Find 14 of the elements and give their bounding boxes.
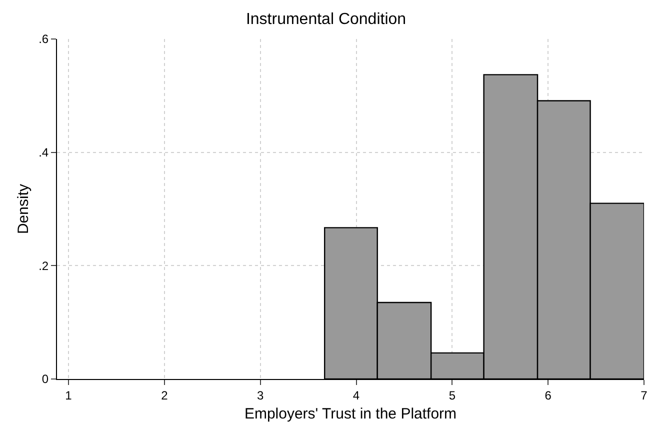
x-tick-label: 4 <box>352 388 360 402</box>
x-tick-label: 3 <box>256 388 264 402</box>
x-tick-label: 6 <box>544 388 552 402</box>
y-tick-label: .4 <box>38 146 49 160</box>
x-tick-label: 5 <box>448 388 456 402</box>
x-tick-label: 1 <box>65 388 72 402</box>
x-tick-label: 2 <box>161 388 168 402</box>
y-tick-label: 0 <box>42 372 49 386</box>
chart-title: Instrumental Condition <box>246 11 406 28</box>
x-tick-label: 7 <box>640 388 648 402</box>
x-axis-title: Employers' Trust in the Platform <box>244 405 457 422</box>
y-tick-label: .6 <box>38 32 49 46</box>
y-tick-label: .2 <box>38 258 49 273</box>
y-axis-title: Density <box>14 184 32 234</box>
